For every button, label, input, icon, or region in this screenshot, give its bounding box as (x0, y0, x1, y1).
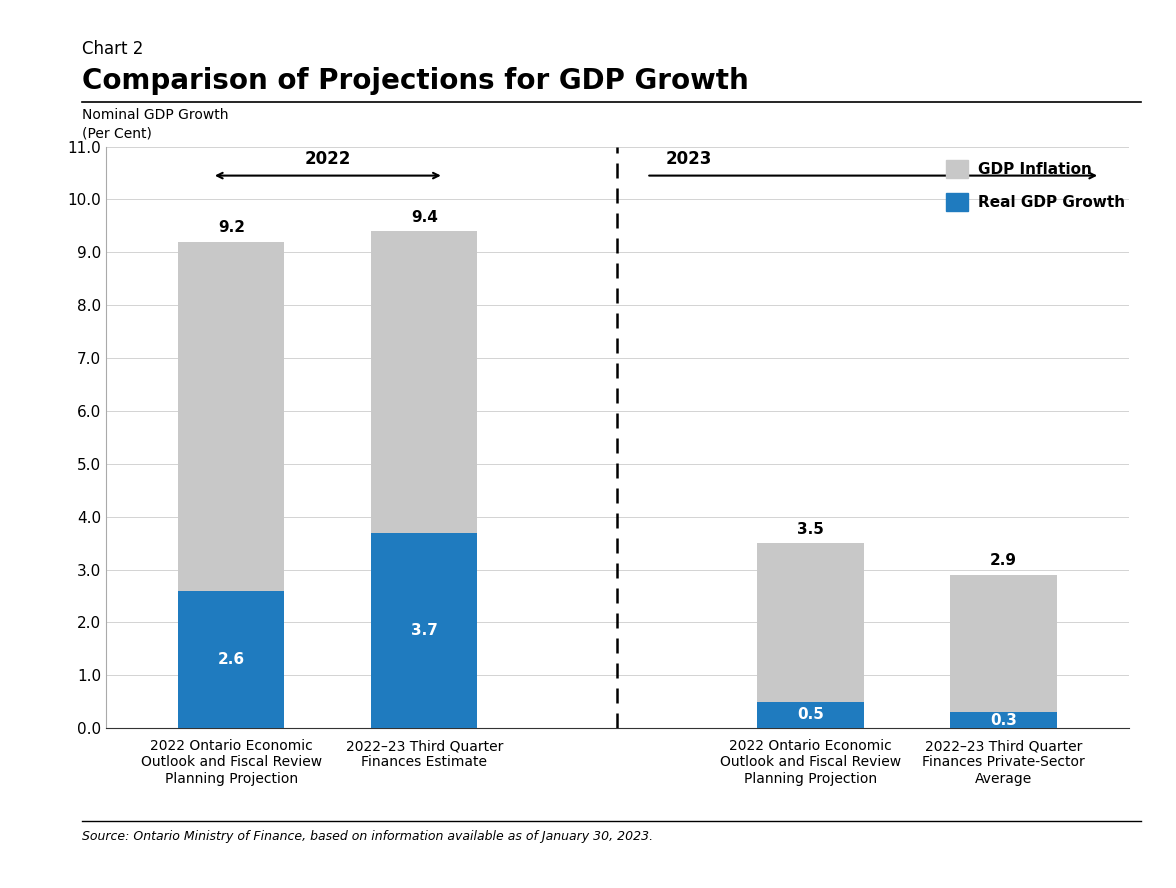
Text: Comparison of Projections for GDP Growth: Comparison of Projections for GDP Growth (82, 67, 749, 95)
Bar (757, 702, 863, 728)
Legend: GDP Inflation, Real GDP Growth: GDP Inflation, Real GDP Growth (940, 155, 1131, 217)
Text: 9.2: 9.2 (218, 220, 245, 235)
Text: 3.7: 3.7 (410, 622, 437, 638)
Text: 0.3: 0.3 (990, 713, 1017, 728)
Bar (179, 242, 285, 591)
Text: 3.5: 3.5 (797, 522, 824, 536)
Text: (Per Cent): (Per Cent) (82, 126, 152, 140)
Bar (950, 712, 1056, 728)
Text: 2.6: 2.6 (218, 652, 245, 667)
Text: 9.4: 9.4 (410, 210, 437, 225)
Text: 2023: 2023 (666, 150, 711, 168)
Bar (950, 575, 1056, 712)
Bar (372, 533, 477, 728)
Text: 2.9: 2.9 (990, 553, 1017, 568)
Text: 0.5: 0.5 (797, 708, 824, 723)
Text: Nominal GDP Growth: Nominal GDP Growth (82, 108, 229, 123)
Bar (372, 231, 477, 533)
Bar (179, 591, 285, 728)
Text: Chart 2: Chart 2 (82, 40, 143, 58)
Text: Source: Ontario Ministry of Finance, based on information available as of Januar: Source: Ontario Ministry of Finance, bas… (82, 830, 654, 844)
Bar (757, 543, 863, 702)
Text: 2022: 2022 (305, 150, 350, 168)
